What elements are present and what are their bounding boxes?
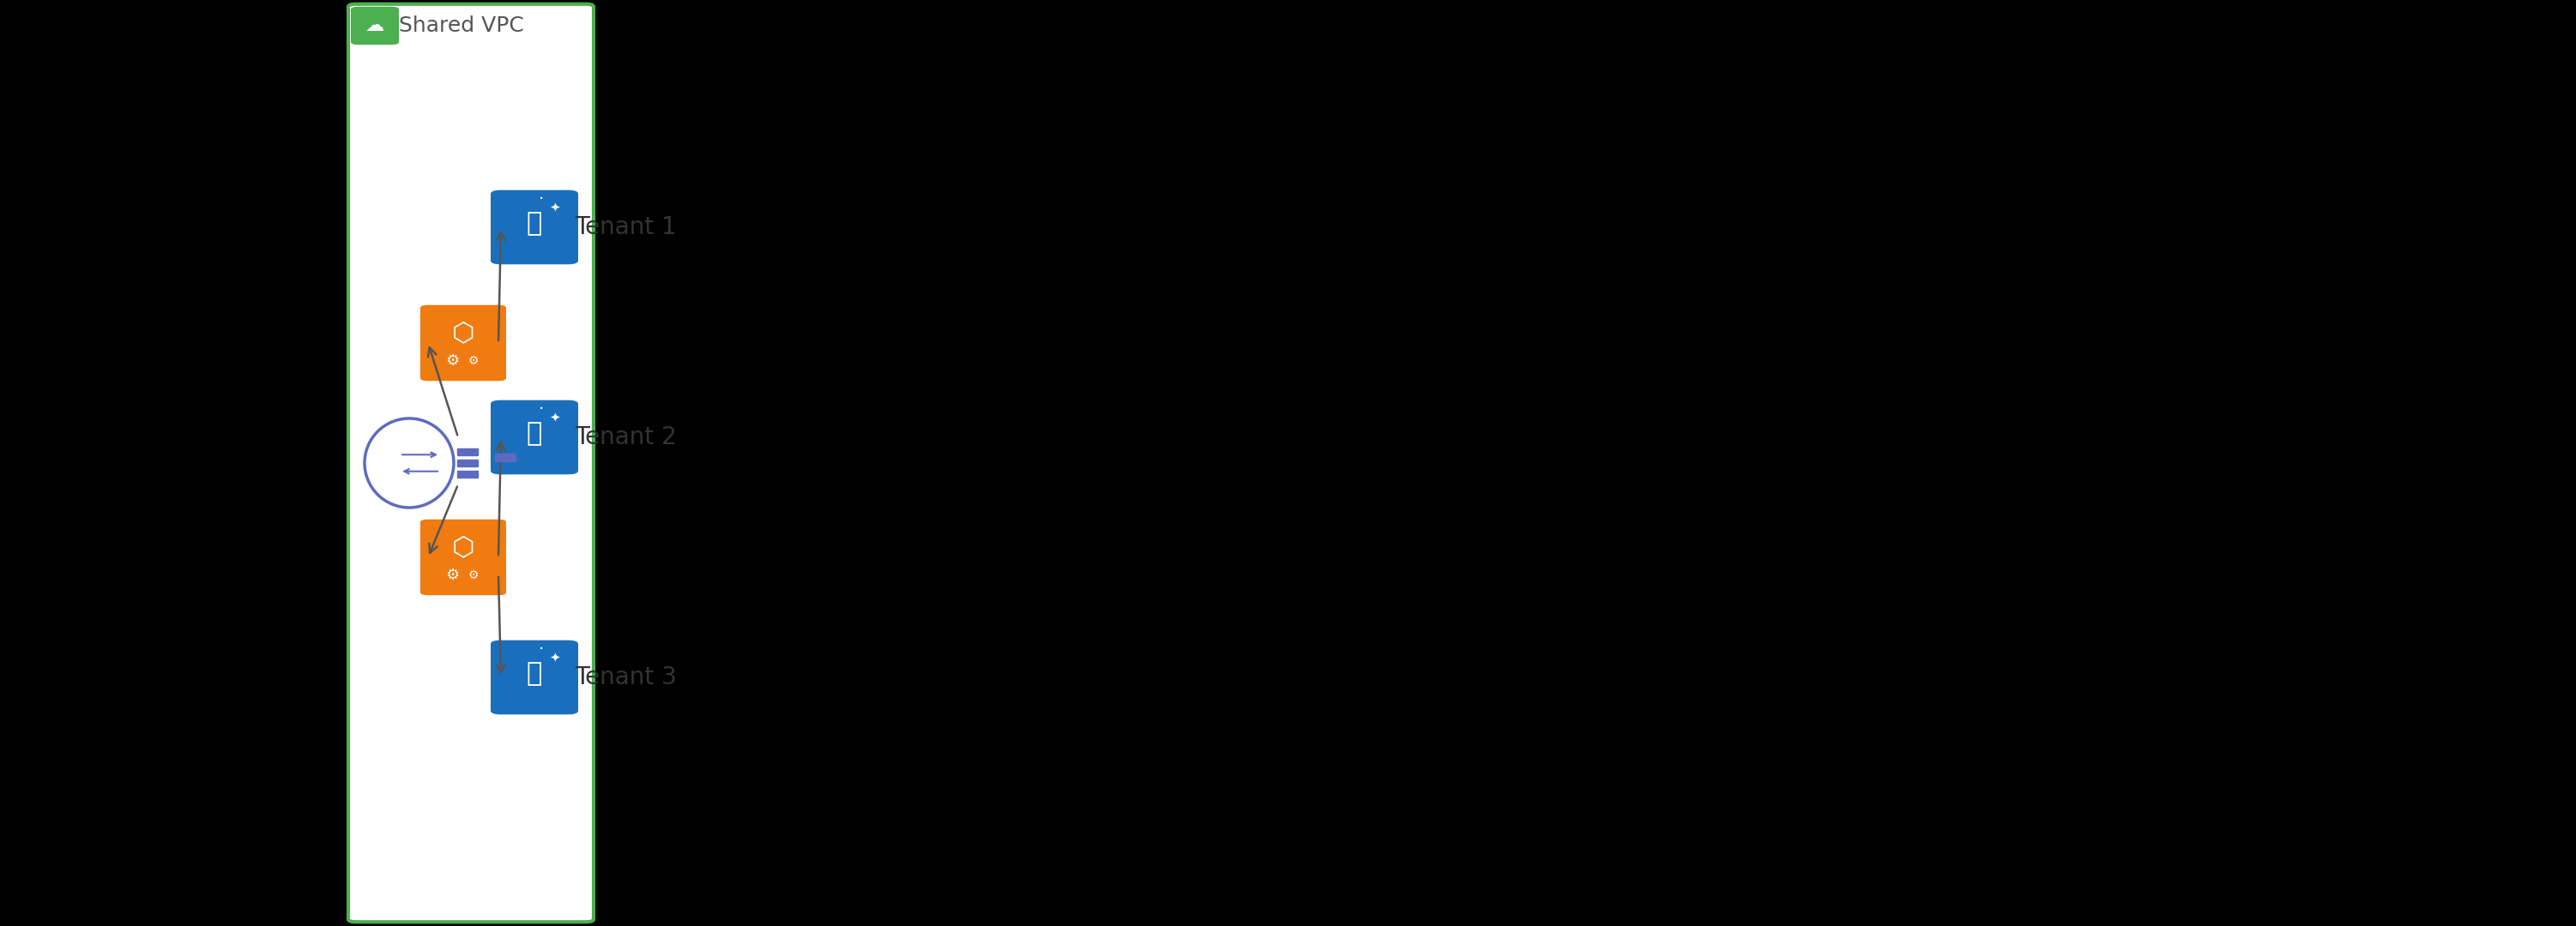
Text: Shared VPC: Shared VPC [399, 16, 523, 36]
FancyBboxPatch shape [420, 305, 505, 381]
Text: ☁: ☁ [366, 18, 384, 34]
Text: ⬡: ⬡ [451, 322, 474, 347]
Text: 🗄: 🗄 [526, 661, 541, 686]
Text: ✦: ✦ [549, 201, 559, 214]
FancyBboxPatch shape [489, 190, 577, 264]
Text: Tenant 1: Tenant 1 [574, 215, 677, 239]
Text: ·: · [538, 191, 544, 207]
FancyBboxPatch shape [495, 454, 515, 461]
FancyBboxPatch shape [489, 640, 577, 715]
Text: ⚙: ⚙ [469, 569, 479, 581]
FancyBboxPatch shape [348, 4, 592, 922]
Text: 🗄: 🗄 [526, 211, 541, 236]
FancyBboxPatch shape [459, 470, 479, 478]
FancyBboxPatch shape [350, 6, 399, 44]
Text: ⚙: ⚙ [469, 355, 479, 367]
Ellipse shape [366, 419, 453, 507]
Text: ·: · [538, 401, 544, 418]
Text: 🗄: 🗄 [526, 421, 541, 446]
Text: ⚙: ⚙ [446, 567, 459, 582]
FancyBboxPatch shape [459, 448, 479, 456]
FancyBboxPatch shape [459, 459, 479, 467]
Text: Tenant 3: Tenant 3 [574, 666, 677, 689]
Text: Tenant 2: Tenant 2 [574, 425, 677, 449]
Text: ✦: ✦ [549, 651, 559, 664]
Text: ✦: ✦ [549, 411, 559, 424]
FancyBboxPatch shape [489, 400, 577, 474]
Text: ⬡: ⬡ [451, 536, 474, 561]
Text: ·: · [538, 641, 544, 657]
FancyBboxPatch shape [420, 519, 505, 595]
Text: ⚙: ⚙ [446, 353, 459, 369]
